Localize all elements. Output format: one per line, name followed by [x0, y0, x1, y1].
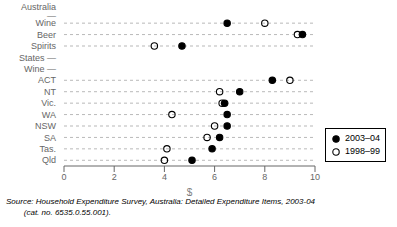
svg-text:Tas.: Tas.	[39, 144, 56, 154]
svg-text:0: 0	[61, 172, 66, 182]
svg-text:States —: States —	[19, 53, 56, 63]
svg-text:Wine —: Wine —	[24, 64, 56, 74]
svg-text:2: 2	[112, 172, 117, 182]
svg-text:WA: WA	[42, 110, 56, 120]
svg-text:NT: NT	[44, 87, 56, 97]
svg-text:$: $	[187, 187, 193, 196]
svg-text:8: 8	[262, 172, 267, 182]
html-text:1998–99: 1998–99	[345, 146, 380, 156]
svg-text:NSW: NSW	[35, 121, 57, 131]
html-text:(cat. no. 6535.0.55.001).: (cat. no. 6535.0.55.001).	[6, 208, 111, 217]
svg-text:Beer: Beer	[37, 30, 56, 40]
svg-text:6: 6	[212, 172, 217, 182]
svg-text:SA: SA	[44, 133, 56, 143]
svg-text:4: 4	[162, 172, 167, 182]
svg-text:10: 10	[310, 172, 320, 182]
svg-text:ACT: ACT	[38, 75, 57, 85]
html-text:2003–04: 2003–04	[345, 133, 380, 143]
svg-text:Wine: Wine	[35, 18, 56, 28]
svg-text:Qld: Qld	[42, 155, 56, 165]
svg-text:Vic.: Vic.	[41, 98, 56, 108]
svg-text:Spirits: Spirits	[31, 41, 57, 51]
html-text:Source: Household Expenditure: Source: Household Expenditure Survey, Au…	[6, 197, 316, 206]
html-text:Australia: Australia	[21, 2, 56, 13]
